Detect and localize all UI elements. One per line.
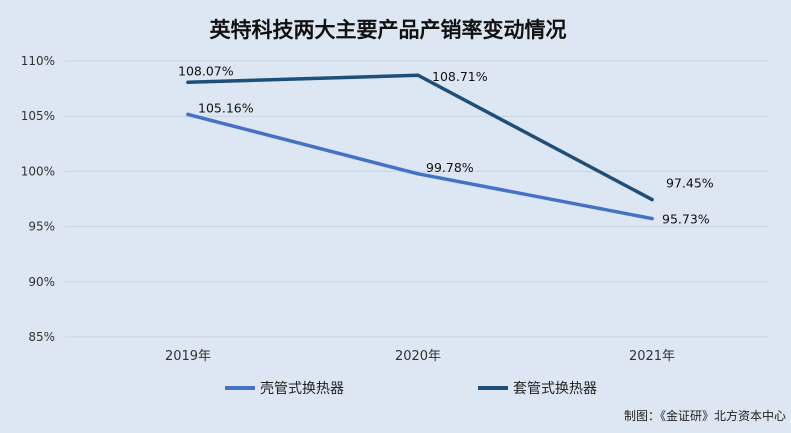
legend-label: 壳管式换热器: [260, 380, 344, 397]
y-tick-label: 100%: [21, 164, 55, 178]
y-tick-label: 110%: [21, 54, 55, 68]
y-axis-ticks: 85% 90% 95% 100% 105% 110%: [21, 54, 55, 344]
data-label: 95.73%: [662, 212, 710, 227]
data-label: 105.16%: [198, 100, 254, 115]
y-tick-label: 90%: [28, 275, 55, 289]
data-label: 97.45%: [666, 176, 714, 191]
data-label: 108.71%: [432, 69, 488, 84]
legend-label: 套管式换热器: [513, 380, 597, 397]
y-tick-label: 85%: [28, 330, 55, 344]
legend: 壳管式换热器 套管式换热器: [225, 380, 597, 397]
x-tick-label: 2019年: [165, 349, 211, 364]
data-point: [416, 172, 420, 176]
data-labels: 105.16% 99.78% 95.73% 108.07% 108.71% 97.45%: [178, 63, 714, 226]
data-label: 99.78%: [426, 160, 474, 175]
x-tick-label: 2021年: [629, 349, 675, 364]
source-credit: 制图：《金证研》北方资本中心: [624, 408, 786, 423]
grid-layer: [65, 60, 768, 338]
data-point: [416, 73, 420, 78]
data-label: 108.07%: [178, 63, 234, 78]
data-point: [650, 197, 654, 202]
series-line: [186, 112, 654, 221]
series-line: [186, 73, 654, 202]
data-point: [186, 112, 190, 117]
y-tick-label: 95%: [28, 220, 55, 234]
data-point: [186, 80, 190, 85]
data-point: [650, 216, 654, 221]
chart-title: 英特科技两大主要产品产销率变动情况: [210, 18, 567, 42]
x-axis-ticks: 2019年 2020年 2021年: [165, 349, 675, 364]
x-tick-label: 2020年: [395, 349, 441, 364]
series-layer: [186, 73, 654, 221]
y-tick-label: 105%: [21, 109, 55, 123]
